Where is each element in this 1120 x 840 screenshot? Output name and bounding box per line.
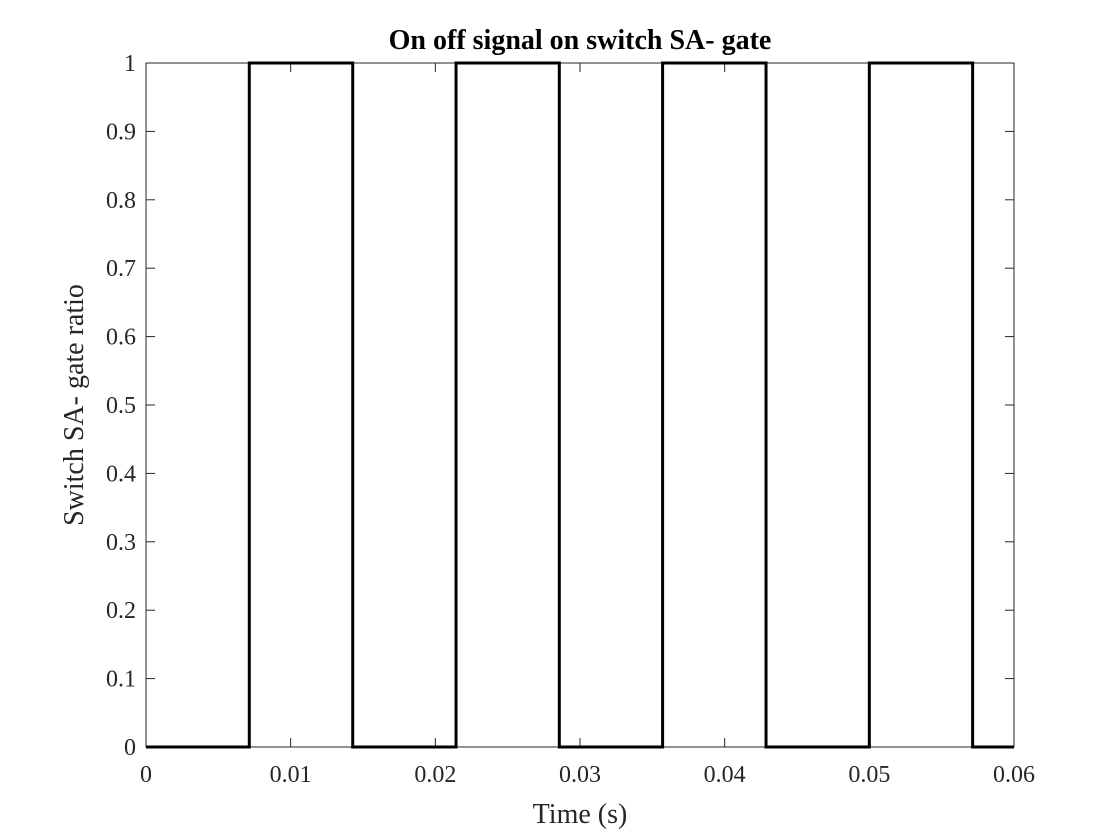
y-tick-label: 0.7 bbox=[106, 256, 136, 282]
x-tick-labels: 0 0.01 0.02 0.03 0.04 0.05 0.06 bbox=[140, 762, 1035, 788]
x-tick-label: 0.04 bbox=[704, 762, 746, 788]
y-tick-labels: 0 0.1 0.2 0.3 0.4 0.5 0.6 0.7 0.8 0.9 1 bbox=[106, 51, 136, 761]
y-tick-label: 0.6 bbox=[106, 325, 136, 351]
y-tick-label: 0.1 bbox=[106, 667, 136, 693]
y-tick-label: 0.5 bbox=[106, 393, 136, 419]
chart-title: On off signal on switch SA- gate bbox=[389, 25, 772, 56]
y-tick-label: 0.8 bbox=[106, 188, 136, 214]
x-tick-label: 0.05 bbox=[848, 762, 890, 788]
x-tick-label: 0.06 bbox=[993, 762, 1035, 788]
y-tick-label: 0.9 bbox=[106, 119, 136, 145]
x-tick-label: 0 bbox=[140, 762, 152, 788]
x-tick-label: 0.02 bbox=[414, 762, 456, 788]
y-tick-label: 0.4 bbox=[106, 461, 136, 487]
plot-area bbox=[145, 62, 1015, 748]
y-tick-label: 0 bbox=[124, 735, 136, 761]
y-axis-title: Switch SA- gate ratio bbox=[59, 284, 90, 526]
axis-ticks bbox=[145, 62, 1015, 748]
y-tick-label: 0.2 bbox=[106, 598, 136, 624]
series-line-signal bbox=[146, 61, 1014, 749]
x-axis-title: Time (s) bbox=[533, 799, 628, 830]
y-tick-label: 1 bbox=[124, 51, 136, 77]
y-tick-label: 0.3 bbox=[106, 530, 136, 556]
x-tick-label: 0.03 bbox=[559, 762, 601, 788]
x-tick-label: 0.01 bbox=[270, 762, 312, 788]
